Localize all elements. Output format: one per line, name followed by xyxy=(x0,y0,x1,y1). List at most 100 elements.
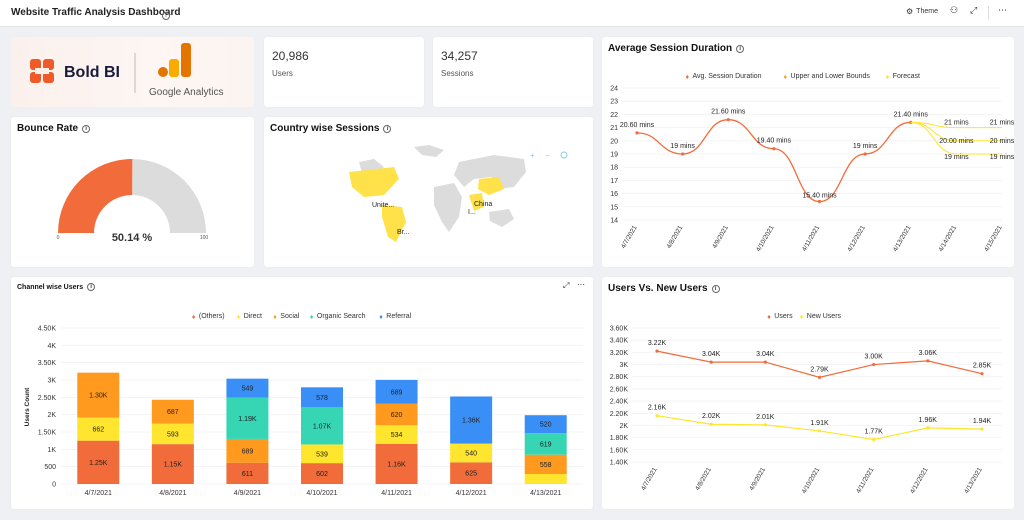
bar-segment xyxy=(226,462,269,484)
bar-label: 1.30K xyxy=(89,393,108,400)
x-tick-label: 4/12/2021 xyxy=(909,466,930,495)
legend-label: Avg. Session Duration xyxy=(692,73,761,80)
boldbi-logo-text: Bold BI xyxy=(64,64,120,81)
more-options-icon[interactable]: ⋯ xyxy=(998,6,1007,16)
y-tick-label: 23 xyxy=(610,99,618,106)
bounce-rate-title: Bounce Rate xyxy=(17,123,79,134)
more-options-icon[interactable]: ⋯ xyxy=(577,280,585,289)
data-label: 3.06K xyxy=(919,350,938,357)
bar-label: 539 xyxy=(316,451,328,458)
y-tick-label: 2.50K xyxy=(38,395,57,402)
expand-icon[interactable]: ⤢ xyxy=(970,6,978,16)
theme-label: Theme xyxy=(916,8,938,15)
x-tick-label: 4/14/2021 xyxy=(938,224,959,253)
bar-segment xyxy=(226,397,269,439)
y-tick-label: 14 xyxy=(610,218,618,225)
series-line xyxy=(910,121,1002,129)
y-tick-label: 1.80K xyxy=(610,435,629,442)
series-line xyxy=(910,121,1002,155)
data-point xyxy=(926,359,930,363)
info-icon[interactable]: i xyxy=(82,124,91,133)
info-icon[interactable]: i xyxy=(162,7,170,25)
y-tick-label: 16 xyxy=(610,191,618,198)
kpi-sessions-value: 34,257 xyxy=(441,49,478,63)
data-label: 1.77K xyxy=(865,428,884,435)
bar-label: 611 xyxy=(242,471,253,478)
data-point xyxy=(726,118,730,122)
bar-segment xyxy=(301,387,343,408)
bar-segment xyxy=(524,454,567,475)
bar-segment xyxy=(301,407,343,445)
bar-label: 540 xyxy=(465,450,477,457)
glasses-icon[interactable]: ⚇ xyxy=(950,6,959,16)
data-point xyxy=(817,375,822,379)
data-label: 2.01K xyxy=(756,414,775,421)
x-tick-label: 4/7/2021 xyxy=(85,490,112,497)
gauge-min: 0 xyxy=(57,235,60,241)
x-tick-label: 4/8/2021 xyxy=(159,490,186,497)
data-label: 21.60 mins xyxy=(711,109,746,116)
kpi-sessions-label: Sessions xyxy=(441,69,474,78)
channel-users-panel: Channel wise Users i ⤢ ⋯ ♦ (Others) ♦ Direc… xyxy=(11,277,593,509)
channel-users-chart: ♦ (Others) ♦ Direct ♦ Social ♦ Organic Search ♦ R… xyxy=(24,313,583,497)
avg-session-panel: Average Session Duration i ♦ Avg. Session… xyxy=(602,37,1014,267)
info-icon[interactable]: i xyxy=(736,44,745,53)
x-tick-label: 4/13/2021 xyxy=(530,490,561,497)
bar-label: 1.36K xyxy=(462,418,481,425)
bar-segment xyxy=(450,462,493,484)
africa-shape xyxy=(434,183,462,232)
x-tick-label: 4/10/2021 xyxy=(801,466,822,495)
data-point xyxy=(863,152,867,156)
map-zoom-controls[interactable]: + − xyxy=(530,151,568,160)
boldbi-logo-icon xyxy=(30,59,54,83)
y-axis-title: Users Count xyxy=(24,387,31,426)
greenland-shape xyxy=(414,145,444,157)
bar-segment xyxy=(226,438,269,463)
x-tick-label: 4/8/2021 xyxy=(666,224,685,250)
data-point xyxy=(980,372,984,376)
data-point xyxy=(872,437,876,442)
bar-label: 1.19K xyxy=(238,416,257,423)
legend-label: Referral xyxy=(386,313,411,320)
bar-label: 1.07K xyxy=(313,423,332,430)
y-tick-label: 21 xyxy=(610,125,618,132)
bar-segment xyxy=(301,444,343,464)
data-point xyxy=(817,429,822,433)
info-icon[interactable]: i xyxy=(711,284,720,293)
bar-segment xyxy=(77,440,120,484)
legend-marker: ♦ xyxy=(685,74,689,81)
map-label-china: China xyxy=(474,201,492,208)
data-label: 3.00K xyxy=(865,354,884,361)
map-highlight xyxy=(349,167,504,242)
y-tick-label: 2K xyxy=(619,423,628,430)
bar-segment xyxy=(77,417,120,441)
data-label: 2.85K xyxy=(973,363,992,370)
bar-label: 619 xyxy=(540,441,552,448)
x-tick-label: 4/8/2021 xyxy=(694,466,713,492)
info-icon[interactable]: i xyxy=(87,283,96,291)
china-shape xyxy=(478,177,504,195)
data-label: 20.60 mins xyxy=(620,122,655,129)
bar-label: 520 xyxy=(540,422,552,429)
x-tick-label: 4/10/2021 xyxy=(755,224,776,253)
legend-marker: ♦ xyxy=(379,314,383,321)
bar-segment xyxy=(77,372,120,418)
divider xyxy=(988,6,989,20)
expand-icon[interactable]: ⤢ xyxy=(563,281,570,290)
map-landmass xyxy=(359,145,526,232)
data-label: 1.96K xyxy=(919,417,938,424)
y-tick-label: 500 xyxy=(44,464,56,471)
world-map: Unite... China Br... I... + − xyxy=(349,145,568,242)
map-label-usa: Unite... xyxy=(372,202,394,209)
y-tick-label: 17 xyxy=(610,178,618,185)
avg-session-chart: ♦ Avg. Session Duration ♦ Upper and Lower B… xyxy=(610,73,1014,253)
info-icon[interactable]: i xyxy=(383,124,392,133)
data-label: 2.79K xyxy=(810,366,829,373)
series-line xyxy=(910,121,1002,142)
legend-marker: ♦ xyxy=(192,314,196,321)
kpi-users-panel: 20,986 Users xyxy=(264,37,424,107)
bar-segment xyxy=(226,378,269,398)
legend-marker: ♦ xyxy=(310,314,314,321)
theme-button[interactable]: ⚙ Theme xyxy=(906,7,938,16)
eurasia-shape xyxy=(454,155,526,189)
